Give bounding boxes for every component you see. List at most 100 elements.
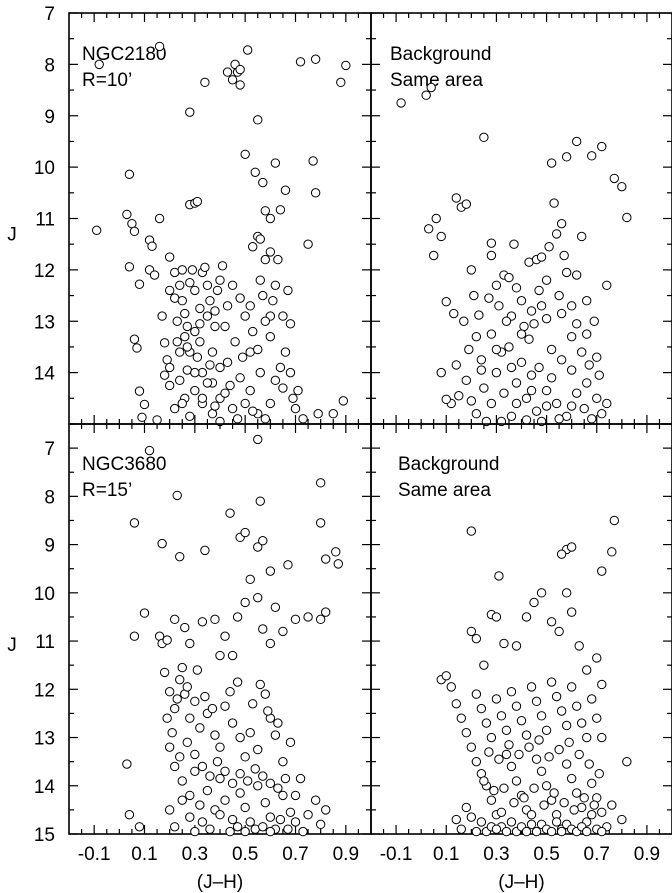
data-point (124, 810, 135, 820)
data-point (197, 761, 208, 772)
data-point (185, 713, 195, 723)
data-point (212, 756, 223, 767)
data-point (546, 826, 557, 837)
data-point (290, 614, 301, 625)
data-point (293, 385, 303, 396)
data-point (466, 265, 477, 275)
data-point (270, 280, 281, 290)
data-point (182, 737, 192, 748)
data-point (597, 679, 607, 690)
data-point (195, 319, 205, 329)
data-point (421, 90, 431, 100)
data-point (157, 311, 167, 321)
data-point (139, 399, 150, 410)
data-point (564, 737, 574, 748)
data-point (451, 814, 461, 825)
data-point (275, 362, 286, 373)
data-point (245, 385, 255, 396)
data-point (129, 334, 140, 344)
data-point (162, 713, 172, 723)
data-point (504, 342, 514, 352)
data-point (531, 826, 542, 837)
data-point (245, 817, 255, 827)
y-tick-label: 12 (34, 261, 55, 282)
data-point (315, 478, 326, 488)
data-point (250, 167, 260, 177)
x-tick-label: 0.7 (282, 844, 308, 865)
data-point (534, 362, 544, 373)
data-point (571, 701, 582, 711)
data-point (566, 682, 577, 692)
data-point (544, 242, 554, 252)
data-point (255, 234, 265, 244)
y-tick-label: 14 (34, 777, 56, 798)
y-tick-label: 13 (34, 312, 55, 333)
data-point (298, 414, 308, 424)
data-point (426, 82, 436, 93)
data-point (501, 826, 512, 837)
data-point (511, 641, 522, 651)
data-point (182, 682, 192, 692)
data-point (215, 810, 225, 820)
data-point (461, 728, 472, 738)
data-point (202, 378, 213, 388)
data-point (190, 696, 200, 707)
data-point (336, 77, 346, 88)
data-point (526, 306, 537, 316)
data-point (222, 357, 233, 368)
data-point (124, 169, 135, 180)
data-point (511, 398, 522, 409)
data-point (265, 638, 276, 649)
data-point (313, 409, 323, 419)
data-point (541, 781, 552, 791)
data-point (253, 592, 263, 603)
data-point (164, 805, 175, 815)
y-tick-label: 14 (34, 364, 56, 385)
data-point (232, 822, 243, 832)
data-point (474, 310, 484, 320)
data-point (248, 406, 258, 416)
data-point (190, 285, 200, 296)
data-point (154, 41, 165, 52)
data-point (205, 296, 215, 306)
data-point (592, 393, 602, 404)
data-point (147, 241, 157, 251)
data-point (587, 778, 597, 789)
data-point (496, 807, 507, 817)
data-point (258, 290, 268, 301)
data-point (210, 321, 220, 332)
data-point (534, 285, 544, 296)
data-point (255, 367, 265, 378)
data-point (170, 403, 180, 414)
data-point (268, 296, 278, 306)
data-point (589, 800, 599, 810)
data-point (177, 398, 187, 409)
data-point (556, 218, 567, 229)
data-point (237, 352, 248, 362)
data-point (541, 275, 552, 285)
data-point (504, 740, 514, 750)
data-point (506, 411, 517, 421)
y-axis-label: J (7, 635, 17, 656)
data-point (451, 699, 461, 709)
data-point (285, 367, 296, 378)
data-point (303, 239, 313, 249)
data-point (220, 701, 230, 711)
data-point (328, 409, 338, 419)
data-point (258, 624, 268, 634)
data-point (321, 805, 331, 815)
data-point (526, 810, 537, 820)
data-point (571, 136, 582, 147)
data-point (486, 732, 497, 743)
data-point (207, 347, 218, 357)
data-point (170, 822, 180, 832)
data-point (215, 650, 225, 661)
data-point (235, 788, 245, 798)
x-tick-label: 0.5 (232, 844, 258, 865)
data-point (496, 711, 507, 721)
data-point (471, 331, 482, 342)
data-point (579, 403, 589, 414)
data-point (446, 682, 456, 692)
data-point (551, 817, 562, 827)
data-point (235, 293, 245, 303)
